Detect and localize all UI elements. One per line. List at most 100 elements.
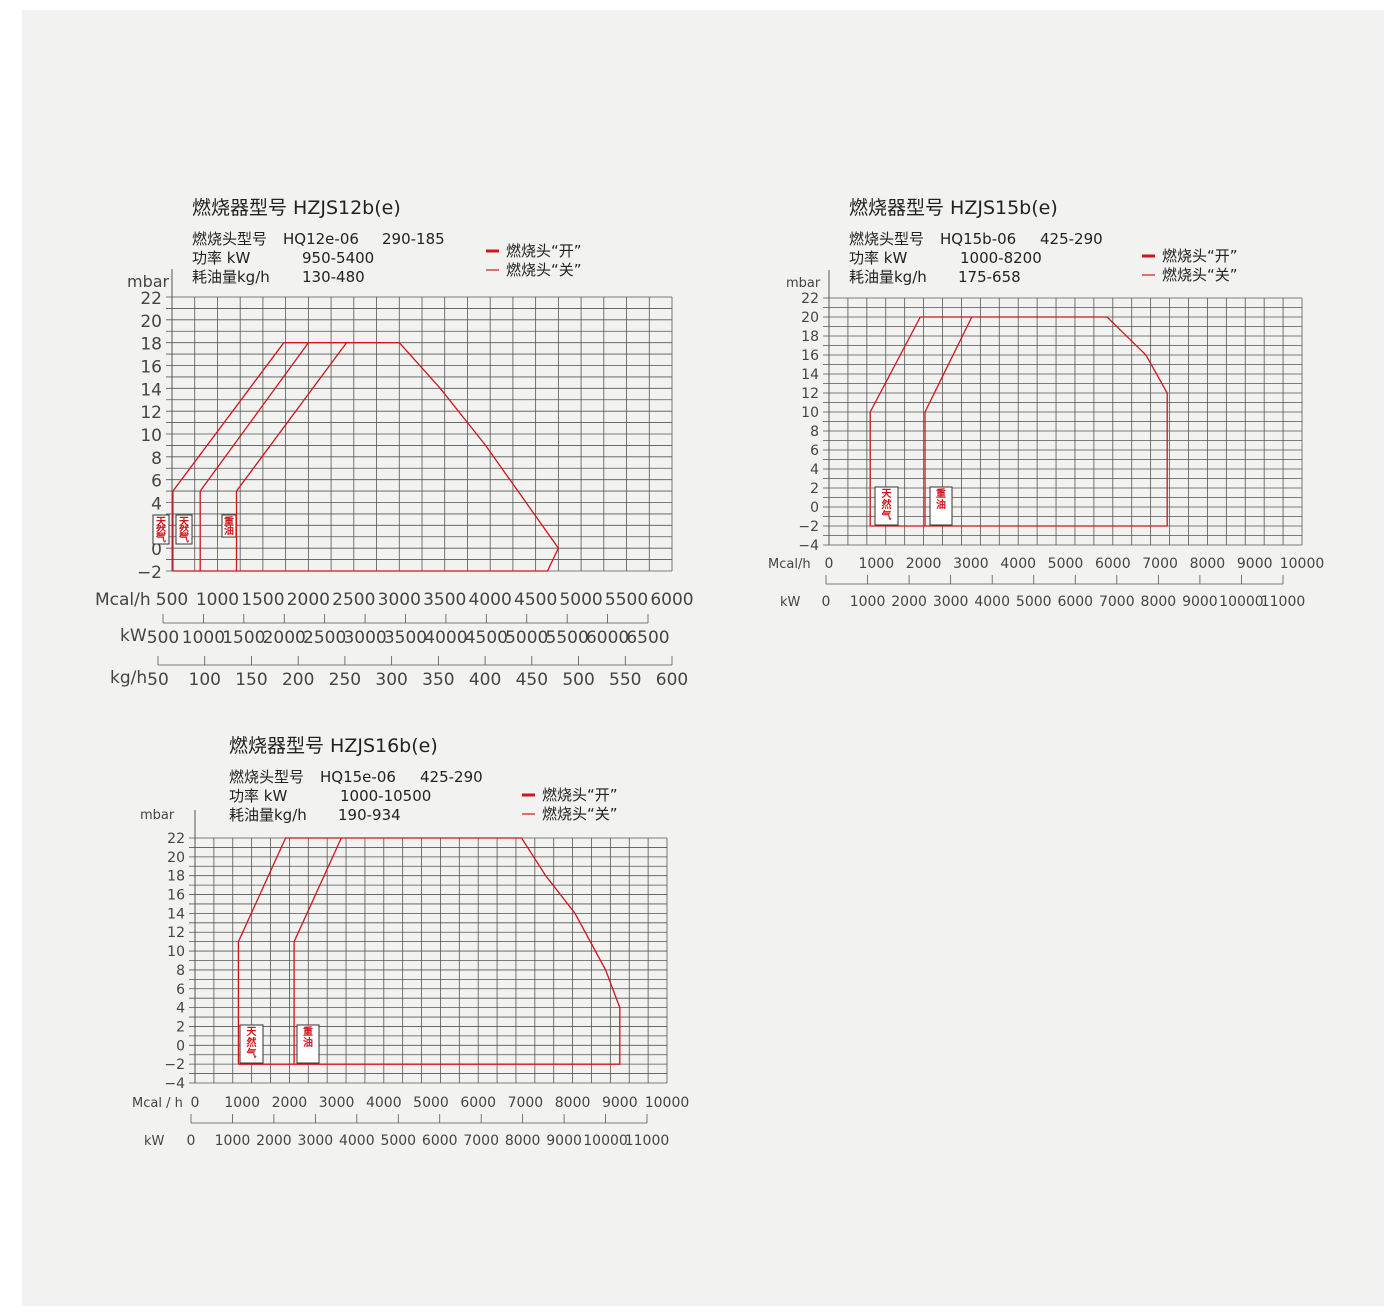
fuel-label-char: 然 — [179, 523, 189, 536]
x-tick-mcal: 2500 — [332, 590, 375, 610]
y-tick-label: 6 — [151, 472, 162, 492]
legend-label: 燃烧头“开” — [1162, 247, 1238, 265]
x-tick-secondary: 200 — [282, 670, 314, 690]
y-tick-label: 18 — [167, 869, 185, 885]
spec-label: 功率 kW — [229, 787, 287, 805]
y-tick-label: 14 — [140, 380, 162, 400]
spec-value: HQ15e-06 — [320, 768, 396, 786]
x-tick-secondary: 9000 — [1182, 594, 1218, 610]
x-tick-secondary: 3000 — [343, 628, 386, 648]
y-tick-label: 16 — [801, 348, 819, 364]
x-tick-secondary: 5500 — [546, 628, 589, 648]
x-tick-secondary: 350 — [422, 670, 454, 690]
spec-value: 1000-8200 — [960, 249, 1042, 267]
y-tick-label: 4 — [810, 462, 819, 478]
fuel-label-char: 重 — [303, 1025, 313, 1038]
x-axis-unit-1: kW — [120, 626, 147, 646]
y-tick-label: 16 — [167, 888, 185, 904]
chart-1: 燃烧器型号 HZJS12b(e) 燃烧头型号 HQ12e-06 290-185 功率 k… — [95, 197, 694, 690]
x-tick-mcal: 7000 — [508, 1095, 544, 1111]
x-tick-mcal: 4000 — [469, 590, 512, 610]
spec-label: 功率 kW — [849, 249, 907, 267]
fuel-label-char: 重 — [936, 487, 946, 500]
y-tick-label: 12 — [801, 386, 819, 402]
x-tick-mcal: 8000 — [1190, 556, 1226, 572]
x-tick-secondary: 6000 — [1057, 594, 1093, 610]
fuel-label-char: 气 — [881, 509, 892, 522]
spec-extra: 425-290 — [420, 768, 483, 786]
y-tick-label: 8 — [810, 424, 819, 440]
x-axis-unit-mcal: Mcal / h — [132, 1096, 183, 1111]
x-tick-secondary: 600 — [656, 670, 688, 690]
grid — [823, 297, 1303, 546]
chart-3: 燃烧器型号 HZJS16b(e) 燃烧头型号 HQ15e-06 425-290 功率 k… — [132, 735, 689, 1149]
spec-label: 燃烧头型号 — [849, 230, 924, 248]
chart-title: 燃烧器型号 HZJS12b(e) — [192, 197, 401, 219]
y-axis-unit: mbar — [127, 272, 170, 291]
x-tick-secondary: 250 — [329, 670, 361, 690]
y-tick-label: 4 — [176, 1001, 185, 1017]
x-tick-secondary: 400 — [469, 670, 501, 690]
y-tick-label: 20 — [801, 310, 819, 326]
legend-label: 燃烧头“开” — [506, 242, 582, 260]
x-tick-secondary: 7000 — [1099, 594, 1135, 610]
y-tick-label: 20 — [140, 312, 162, 332]
spec-label: 燃烧头型号 — [192, 230, 267, 248]
y-tick-label: 0 — [151, 540, 162, 560]
y-tick-label: 8 — [151, 449, 162, 469]
fuel-label-char: 气 — [178, 532, 189, 545]
x-tick-secondary: 2500 — [303, 628, 346, 648]
y-tick-label: −2 — [798, 519, 819, 535]
y-tick-label: 22 — [801, 291, 819, 307]
spec-extra: 290-185 — [382, 230, 445, 248]
fuel-label-char: 然 — [882, 498, 892, 511]
spec-value: 175-658 — [958, 268, 1021, 286]
x-tick-secondary: 11000 — [625, 1133, 670, 1149]
spec-extra: 425-290 — [1040, 230, 1103, 248]
y-tick-label: 6 — [810, 443, 819, 459]
y-tick-label: 14 — [167, 906, 185, 922]
x-tick-secondary: 10000 — [1219, 594, 1264, 610]
y-tick-label: 0 — [176, 1038, 185, 1054]
x-tick-secondary: 3000 — [933, 594, 969, 610]
x-tick-secondary: 50 — [147, 670, 169, 690]
x-tick-secondary: 4000 — [339, 1133, 375, 1149]
x-tick-secondary: 1000 — [850, 594, 886, 610]
x-tick-secondary: 9000 — [546, 1133, 582, 1149]
x-tick-secondary: 5000 — [505, 628, 548, 648]
x-tick-mcal: 8000 — [555, 1095, 591, 1111]
x-tick-secondary: 8000 — [1141, 594, 1177, 610]
x-tick-mcal: 6000 — [650, 590, 693, 610]
fuel-label-char: 然 — [156, 523, 166, 536]
y-tick-label: 10 — [167, 944, 185, 960]
y-tick-label: 10 — [140, 426, 162, 446]
fuel-label-char: 气 — [246, 1047, 257, 1060]
x-tick-secondary: 7000 — [463, 1133, 499, 1149]
x-tick-mcal: 0 — [191, 1095, 200, 1111]
x-tick-mcal: 1000 — [858, 556, 894, 572]
y-tick-label: 10 — [801, 405, 819, 421]
series-line-3 — [235, 342, 348, 571]
y-tick-label: 0 — [810, 500, 819, 516]
x-tick-mcal: 1500 — [241, 590, 284, 610]
x-tick-mcal: 1000 — [196, 590, 239, 610]
y-tick-label: 18 — [801, 329, 819, 345]
x-tick-secondary: 0 — [187, 1133, 196, 1149]
x-axis-unit-mcal: Mcal/h — [95, 590, 151, 610]
spec-value: 190-934 — [338, 806, 401, 824]
x-tick-mcal: 6000 — [1095, 556, 1131, 572]
spec-value: 950-5400 — [302, 249, 374, 267]
spec-value: 1000-10500 — [340, 787, 431, 805]
y-tick-label: 22 — [140, 289, 162, 309]
fuel-label-char: 重 — [224, 515, 234, 528]
spec-value: 130-480 — [302, 268, 365, 286]
x-tick-secondary: 2000 — [891, 594, 927, 610]
x-tick-mcal: 10000 — [645, 1095, 690, 1111]
x-tick-secondary: 10000 — [583, 1133, 628, 1149]
y-tick-label: −2 — [137, 563, 162, 583]
y-tick-label: 8 — [176, 963, 185, 979]
x-axis-unit-1: kW — [780, 595, 801, 610]
x-tick-secondary: 6500 — [626, 628, 669, 648]
fuel-label-box — [175, 514, 193, 545]
